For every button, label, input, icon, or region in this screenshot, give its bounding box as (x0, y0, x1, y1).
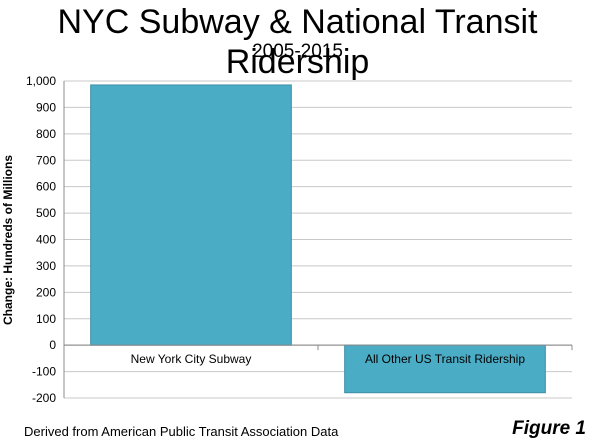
chart-title: NYC Subway & National Transit Ridership (57, 3, 538, 81)
y-tick-label: -200 (32, 391, 56, 405)
y-tick-label: 700 (36, 153, 56, 167)
y-tick-label: 300 (36, 259, 56, 273)
y-axis-title: Change: Hundreds of Millions (1, 155, 15, 325)
y-tick-label: 1,000 (26, 74, 56, 88)
y-tick-label: 600 (36, 180, 56, 194)
y-tick-label: 400 (36, 233, 56, 247)
y-tick-label: 800 (36, 127, 56, 141)
bar-nyc-subway (90, 84, 292, 346)
y-tick-label: -100 (32, 365, 56, 379)
source-note: Derived from American Public Transit Ass… (24, 424, 339, 439)
y-tick-label: 900 (36, 100, 56, 114)
y-tick-label: 0 (49, 338, 56, 352)
y-tick-label: 500 (36, 206, 56, 220)
category-label: All Other US Transit Ridership (365, 352, 525, 366)
y-tick-label: 100 (36, 312, 56, 326)
labels: -200 -100 0 100 200 300 400 500 600 700 800 900 1,00… (26, 74, 525, 405)
category-label: New York City Subway (131, 352, 252, 366)
y-tick-label: 200 (36, 285, 56, 299)
figure-label: Figure 1 (512, 418, 586, 439)
bars (90, 84, 546, 394)
axes (63, 81, 573, 398)
chart-subtitle: 2005-2015 (252, 41, 343, 62)
